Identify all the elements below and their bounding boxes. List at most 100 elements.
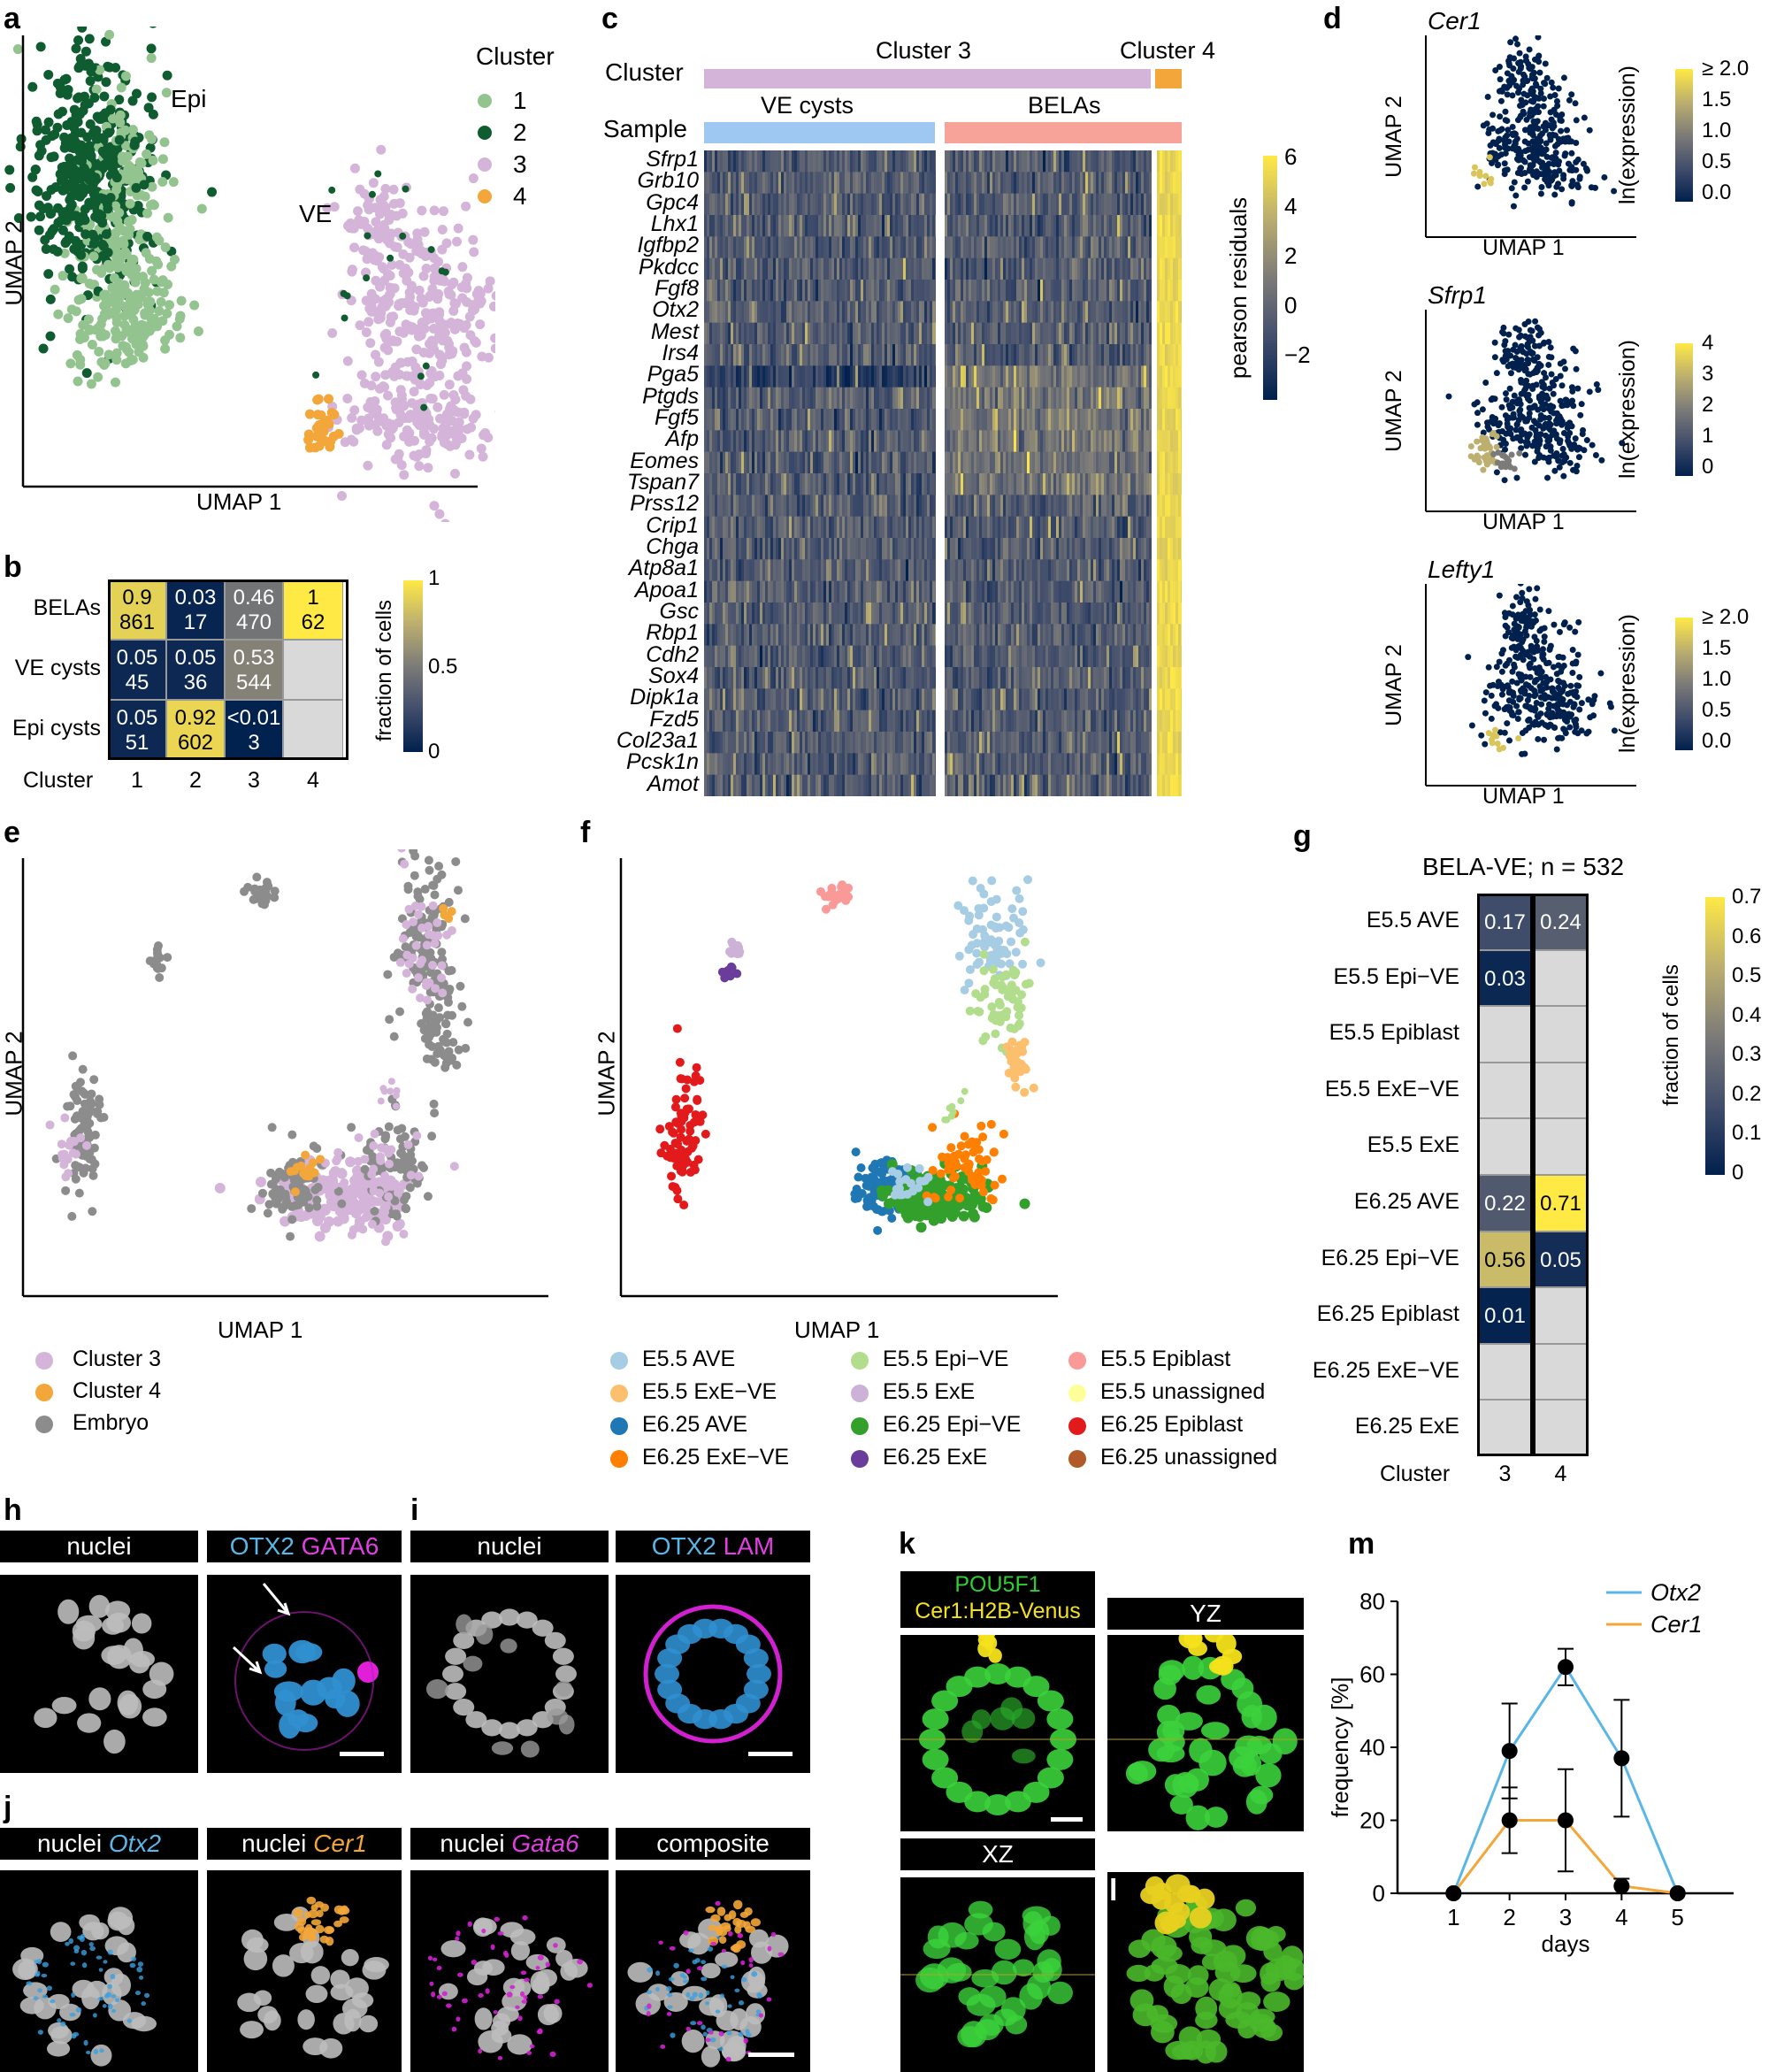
heatmap-cell [984, 301, 987, 324]
heatmap-cell [805, 495, 808, 518]
heatmap-cell [728, 280, 731, 302]
heatmap-cell [720, 193, 723, 216]
heatmap-cell [744, 495, 747, 518]
heatmap-cell [704, 580, 707, 603]
heatmap-cell [733, 215, 736, 237]
heatmap-cell [736, 344, 739, 366]
heatmap-cell [1032, 516, 1035, 539]
heatmap-cell [1165, 344, 1168, 366]
heatmap-cell [1114, 409, 1117, 431]
heatmap-cell [1056, 236, 1059, 259]
heatmap-cell [1061, 430, 1064, 453]
heatmap-cell [1130, 344, 1133, 366]
heatmap-cell [1000, 322, 1003, 345]
heatmap-cell [1091, 344, 1093, 366]
heatmap-cell [1056, 322, 1059, 345]
heatmap-cell [984, 365, 987, 388]
cluster-2-point [45, 294, 56, 304]
heatmap-cell [1043, 409, 1045, 431]
heatmap-cell [1045, 257, 1048, 280]
heatmap-cell [816, 365, 818, 388]
heatmap-cell [1122, 538, 1125, 560]
heatmap-cell [1077, 451, 1080, 474]
heatmap-cell [874, 473, 877, 495]
heatmap-cell [842, 215, 845, 237]
heatmap-cell [808, 430, 810, 453]
cluster-2-point [97, 146, 108, 157]
heatmap-cell [969, 236, 971, 259]
heatmap-cell [752, 215, 754, 237]
cluster-2-point [97, 218, 108, 228]
heatmap-cell [932, 387, 935, 410]
heatmap-cell [1170, 559, 1173, 582]
heatmap-cell [927, 387, 930, 410]
cluster-2-point [111, 62, 121, 73]
heatmap-cell [1099, 193, 1101, 216]
heatmap-cell [987, 280, 990, 302]
heatmap-cell [723, 150, 725, 173]
cluster-3-point [379, 223, 390, 234]
heatmap-cell [908, 473, 911, 495]
cluster-2-point [46, 152, 57, 163]
heatmap-cell [992, 409, 995, 431]
heatmap-cell [1146, 193, 1149, 216]
cluster-2-point [59, 132, 70, 142]
heatmap-cell [845, 193, 847, 216]
heatmap-cell [1040, 451, 1043, 474]
cluster-3-point [433, 294, 443, 304]
heatmap-cell [776, 495, 778, 518]
heatmap-cell [947, 257, 950, 280]
heatmap-cell [1128, 365, 1130, 388]
heatmap-cell [1072, 559, 1075, 582]
heatmap-cell [1038, 344, 1040, 366]
heatmap-cell [903, 193, 906, 216]
heatmap-cell [1030, 495, 1032, 518]
heatmap-cell [892, 257, 895, 280]
heatmap-cell [823, 301, 826, 324]
heatmap-cell [1048, 193, 1051, 216]
heatmap-cell [760, 322, 762, 345]
heatmap-cell [906, 322, 908, 345]
cluster-3-point [322, 203, 333, 213]
heatmap-cell [932, 150, 935, 173]
heatmap-cell [1165, 387, 1168, 410]
heatmap-cell [816, 538, 818, 560]
heatmap-cell [911, 215, 914, 237]
heatmap-cell [932, 193, 935, 216]
heatmap-cell [877, 430, 879, 453]
heatmap-cell [781, 280, 784, 302]
heatmap-cell [979, 193, 982, 216]
sample-belas-label: BELAs [1028, 92, 1101, 119]
heatmap-cell [1006, 409, 1008, 431]
heatmap-cell [974, 430, 976, 453]
heatmap-cell [707, 301, 709, 324]
heatmap-cell [829, 473, 831, 495]
legend-dot [478, 126, 492, 140]
cluster-2-point [57, 185, 68, 196]
heatmap-cell [884, 559, 887, 582]
heatmap-cell [998, 215, 1000, 237]
heatmap-cell [1149, 280, 1152, 302]
heatmap-cell [853, 301, 855, 324]
heatmap-cell [1019, 193, 1022, 216]
heatmap-cell [990, 322, 992, 345]
heatmap-cell [1024, 215, 1027, 237]
cluster-3-point [345, 218, 356, 228]
heatmap-cell [821, 559, 823, 582]
heatmap-cell [974, 150, 976, 173]
heatmap-cell [908, 495, 911, 518]
heatmap-cell [1038, 322, 1040, 345]
heatmap-cell [776, 215, 778, 237]
heatmap-cell: 0.05 51 [108, 700, 166, 760]
heatmap-cell [1080, 516, 1083, 539]
heatmap-cell [1038, 280, 1040, 302]
heatmap-cell [900, 344, 903, 366]
heatmap-cell [947, 516, 950, 539]
heatmap-cell [826, 559, 829, 582]
col-label: 1 [131, 768, 143, 793]
heatmap-cell [855, 387, 858, 410]
heatmap-cell [1059, 322, 1061, 345]
heatmap-cell [1112, 172, 1114, 195]
heatmap-cell [1014, 473, 1016, 495]
heatmap-cell [892, 516, 895, 539]
